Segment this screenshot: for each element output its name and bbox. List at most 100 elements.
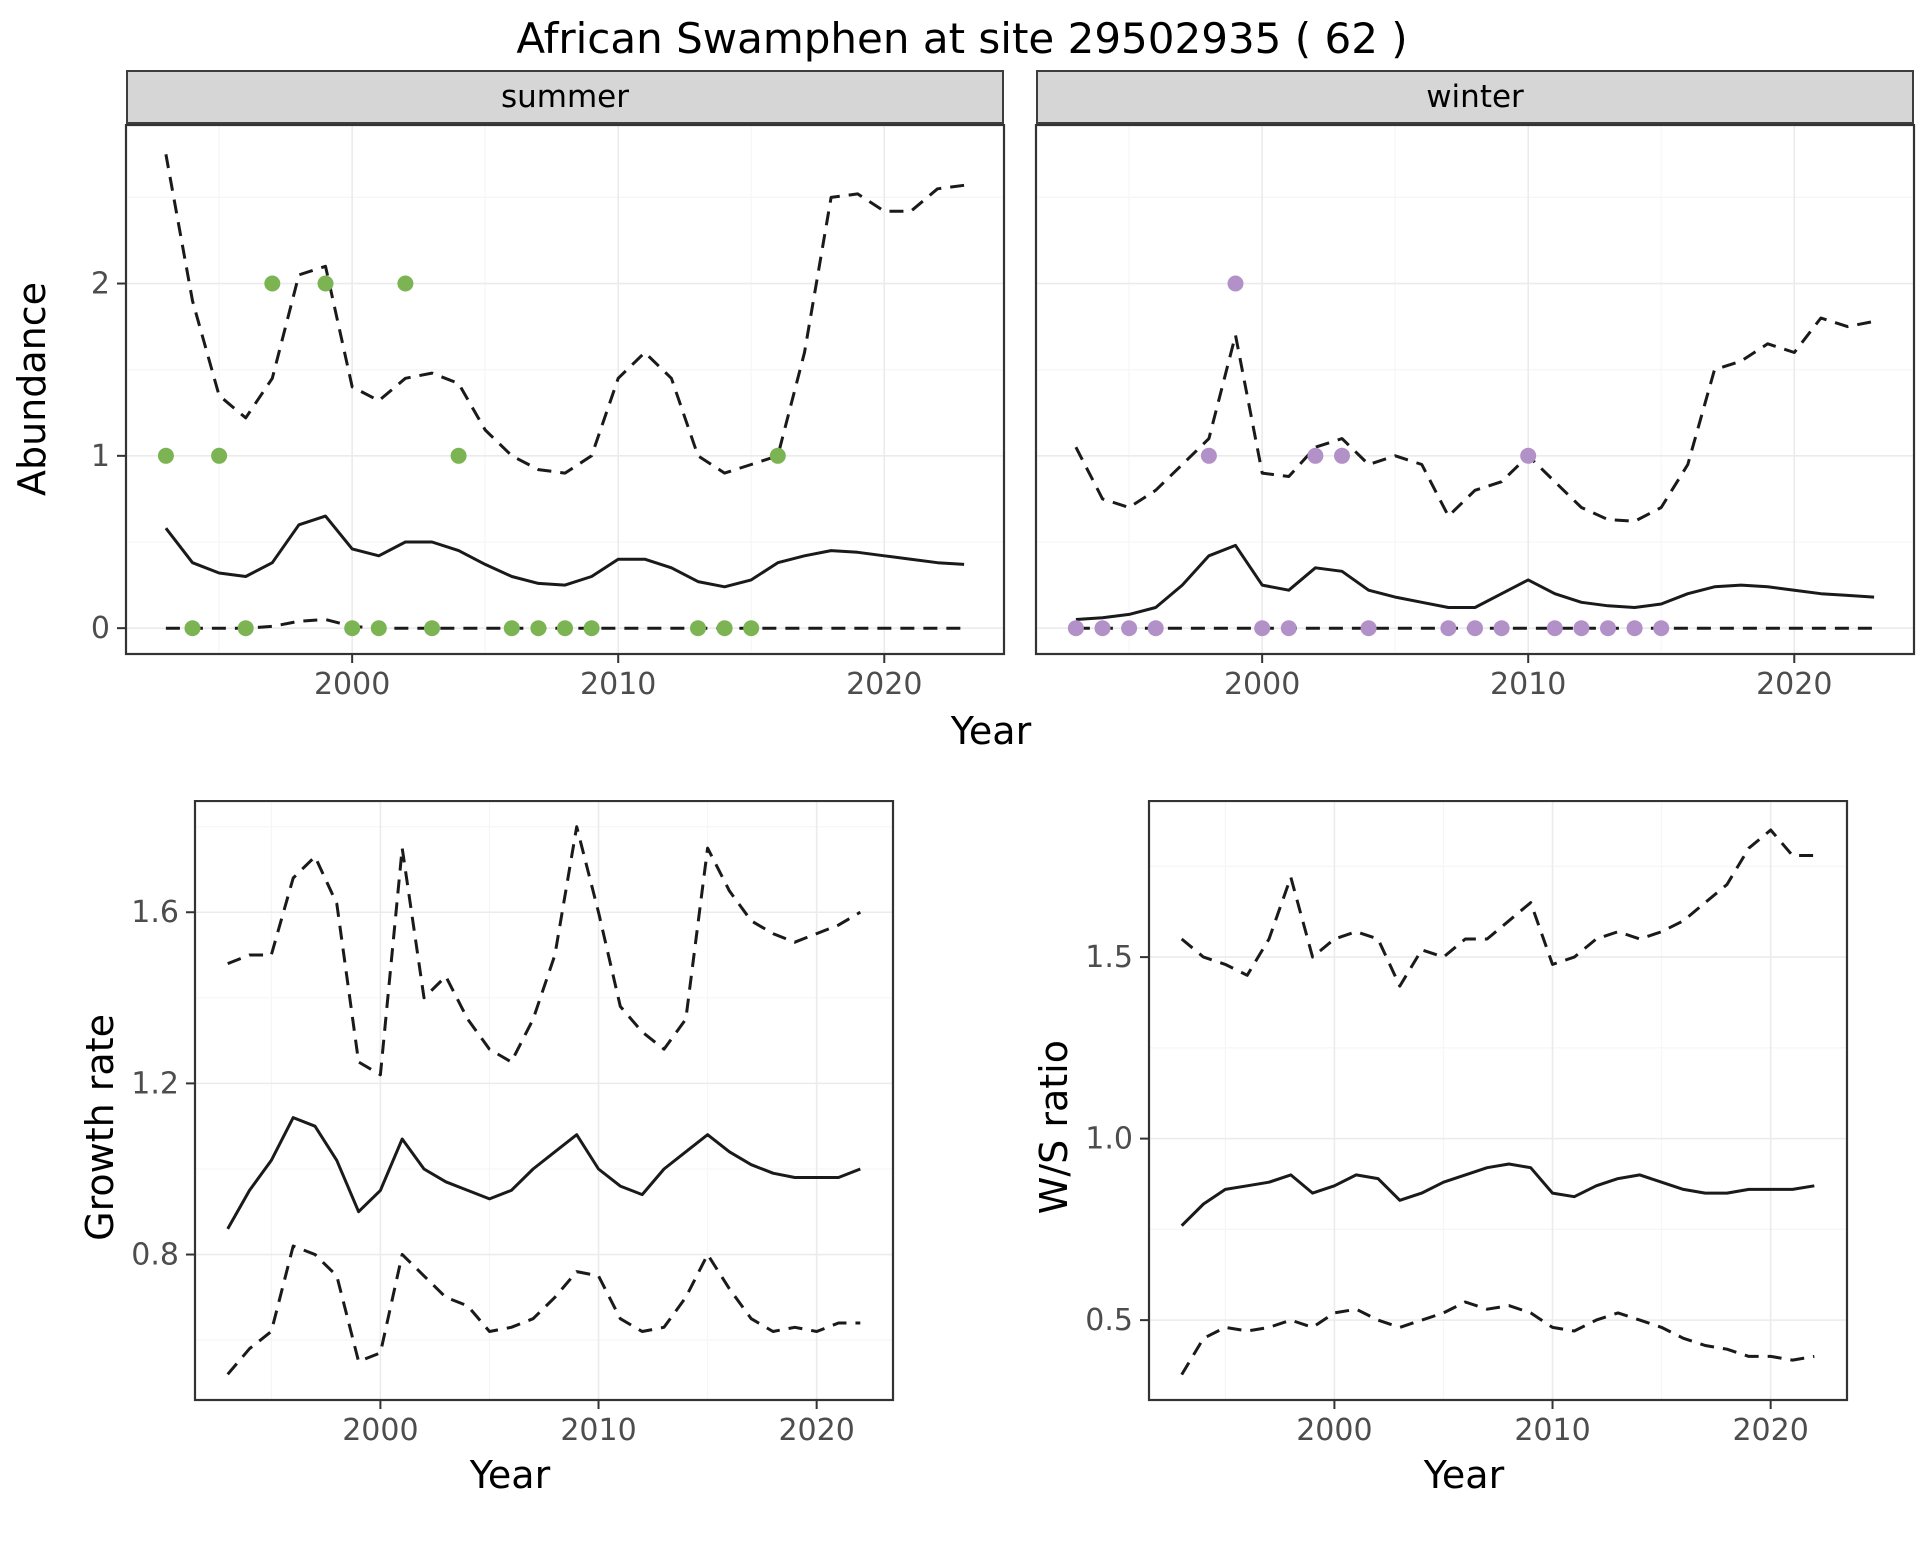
ws-ratio-column: 2000 2010 2020 0.5 1.0 1.5 Year — [1079, 800, 1849, 1502]
summer_abundance-observation-point — [557, 620, 573, 637]
growth_rate-plot-area — [195, 801, 893, 1400]
facet-strip-summer-label: summer — [500, 79, 629, 115]
summer_abundance-observation-point — [184, 620, 201, 637]
growth_rate-lower_ci-line — [226, 1244, 861, 1376]
x-tick-label: 2020 — [778, 1413, 854, 1448]
summer_abundance-observation-point — [424, 620, 440, 637]
y-tick-label: 2 — [91, 267, 110, 302]
abundance-y-axis-title: Abundance — [8, 70, 56, 704]
ws-ratio-x-axis-title: Year — [1079, 1448, 1849, 1502]
ws-ratio-panel: 2000 2010 2020 0.5 1.0 1.5 — [1085, 800, 1849, 1448]
winter_abundance-observation-point — [1573, 620, 1590, 637]
summer_abundance-upper_ci-line — [164, 154, 965, 475]
summer_abundance-observation-point — [503, 620, 520, 637]
summer_abundance-observation-point — [157, 447, 174, 464]
summer_abundance-observation-point — [450, 447, 467, 464]
ws_ratio-plot-area — [1149, 801, 1847, 1400]
winter_abundance-observation-point — [1653, 620, 1670, 637]
facet-strip-summer: summer — [126, 70, 1004, 124]
x-tick-label: 2010 — [580, 667, 656, 702]
figure: African Swamphen at site 29502935 ( 62 )… — [8, 14, 1916, 1502]
winter_abundance-observation-point — [1200, 447, 1217, 464]
summer-abundance-panel: 2000 2010 2020 0 1 2 — [91, 124, 1006, 702]
winter_abundance-observation-point — [1280, 620, 1297, 637]
abundance-x-axis-title: Year — [66, 704, 1916, 758]
winter_abundance-observation-point — [1626, 620, 1643, 637]
winter_abundance-observation-point — [1227, 275, 1244, 292]
x-tick-label: 2020 — [1756, 667, 1832, 702]
winter_abundance-observation-point — [1520, 447, 1537, 464]
y-tick-label: 0 — [91, 611, 110, 646]
winter_abundance-observation-point — [1147, 620, 1164, 637]
facet-strip-winter: winter — [1036, 70, 1914, 124]
x-tick-label: 2010 — [1514, 1413, 1590, 1448]
growth-rate-subfigure: Growth rate 2000 2010 2020 0.8 1.2 1.6 Year — [75, 800, 895, 1502]
winter_abundance-observation-point — [1254, 620, 1271, 637]
rates-row: Growth rate 2000 2010 2020 0.8 1.2 1.6 Year W… — [8, 800, 1916, 1502]
winter_abundance-plot-area — [1036, 125, 1914, 654]
winter-abundance-panel: 2000 2010 2020 — [1034, 124, 1916, 702]
winter_abundance-observation-point — [1546, 620, 1563, 637]
summer_abundance-observation-point — [211, 447, 228, 464]
y-tick-label: 1.5 — [1085, 940, 1133, 975]
x-tick-label: 2000 — [1224, 667, 1300, 702]
x-tick-label: 2000 — [314, 667, 390, 702]
ws-ratio-x-axis-title-text: Year — [1423, 1453, 1505, 1497]
x-tick-label: 2010 — [1490, 667, 1566, 702]
abundance-row: Abundance summer 2000 2010 2020 0 1 2 winter … — [8, 70, 1916, 704]
winter_abundance-observation-point — [1493, 620, 1510, 637]
ws-ratio-subfigure: W/S ratio 2000 2010 2020 0.5 1.0 1.5 Year — [1029, 800, 1849, 1502]
summer_abundance-observation-point — [397, 275, 414, 292]
winter_abundance-panel-border — [1034, 124, 1916, 656]
growth-rate-x-axis-title-text: Year — [469, 1453, 551, 1497]
y-tick-label: 1.2 — [131, 1066, 179, 1101]
growth-rate-y-axis-title-text: Growth rate — [78, 1013, 122, 1241]
x-tick-label: 2020 — [846, 667, 922, 702]
summer_abundance-observation-point — [237, 620, 254, 637]
growth_rate-upper_ci-line — [227, 825, 862, 1077]
growth_rate-estimate-line — [226, 1116, 861, 1230]
x-tick-label: 2010 — [560, 1413, 636, 1448]
summer_abundance-observation-point — [530, 620, 547, 637]
summer_abundance-estimate-line — [164, 514, 965, 589]
abundance-y-axis-title-text: Abundance — [10, 281, 54, 497]
x-tick-label: 2020 — [1732, 1413, 1808, 1448]
winter_abundance-observation-point — [1067, 620, 1084, 637]
winter_abundance-observation-point — [1600, 620, 1616, 637]
winter_abundance-upper_ci-line — [1074, 316, 1875, 523]
y-tick-label: 1 — [91, 439, 110, 474]
summer_abundance-observation-point — [690, 620, 706, 637]
winter_abundance-observation-point — [1094, 620, 1111, 637]
ws_ratio-estimate-line — [1180, 1162, 1815, 1227]
winter_abundance-observation-point — [1121, 620, 1138, 637]
abundance-x-axis-title-text: Year — [950, 709, 1032, 753]
y-tick-label: 0.8 — [131, 1238, 179, 1273]
summer_abundance-observation-point — [769, 447, 786, 464]
growth-rate-x-axis-title: Year — [125, 1448, 895, 1502]
summer_abundance-panel-border — [124, 124, 1006, 656]
summer_abundance-observation-point — [743, 620, 760, 637]
winter_abundance-observation-point — [1307, 447, 1324, 464]
growth-rate-panel: 2000 2010 2020 0.8 1.2 1.6 — [131, 800, 895, 1448]
growth_rate-panel-border — [193, 800, 895, 1402]
growth-rate-column: 2000 2010 2020 0.8 1.2 1.6 Year — [125, 800, 895, 1502]
ws-ratio-y-axis-title: W/S ratio — [1029, 800, 1079, 1502]
summer_abundance-observation-point — [317, 275, 334, 292]
winter_abundance-observation-point — [1334, 447, 1350, 464]
x-tick-label: 2000 — [342, 1413, 418, 1448]
summer_abundance-observation-point — [344, 620, 361, 637]
chart-title: African Swamphen at site 29502935 ( 62 ) — [516, 14, 1408, 63]
winter_abundance-estimate-line — [1075, 543, 1875, 621]
summer_abundance-observation-point — [264, 275, 281, 292]
summer_abundance-plot-area — [126, 125, 1004, 654]
ws_ratio-lower_ci-line — [1180, 1300, 1815, 1376]
summer-facet: summer 2000 2010 2020 0 1 2 — [56, 70, 1006, 704]
winter-facet: winter 2000 2010 2020 — [1034, 70, 1916, 704]
facet-strip-winter-label: winter — [1426, 79, 1524, 115]
ws_ratio-upper_ci-line — [1180, 828, 1815, 988]
y-tick-label: 1.6 — [131, 895, 179, 930]
growth-rate-y-axis-title: Growth rate — [75, 800, 125, 1502]
ws_ratio-panel-border — [1147, 800, 1849, 1402]
y-tick-label: 1.0 — [1085, 1122, 1133, 1157]
y-tick-label: 0.5 — [1085, 1303, 1133, 1338]
